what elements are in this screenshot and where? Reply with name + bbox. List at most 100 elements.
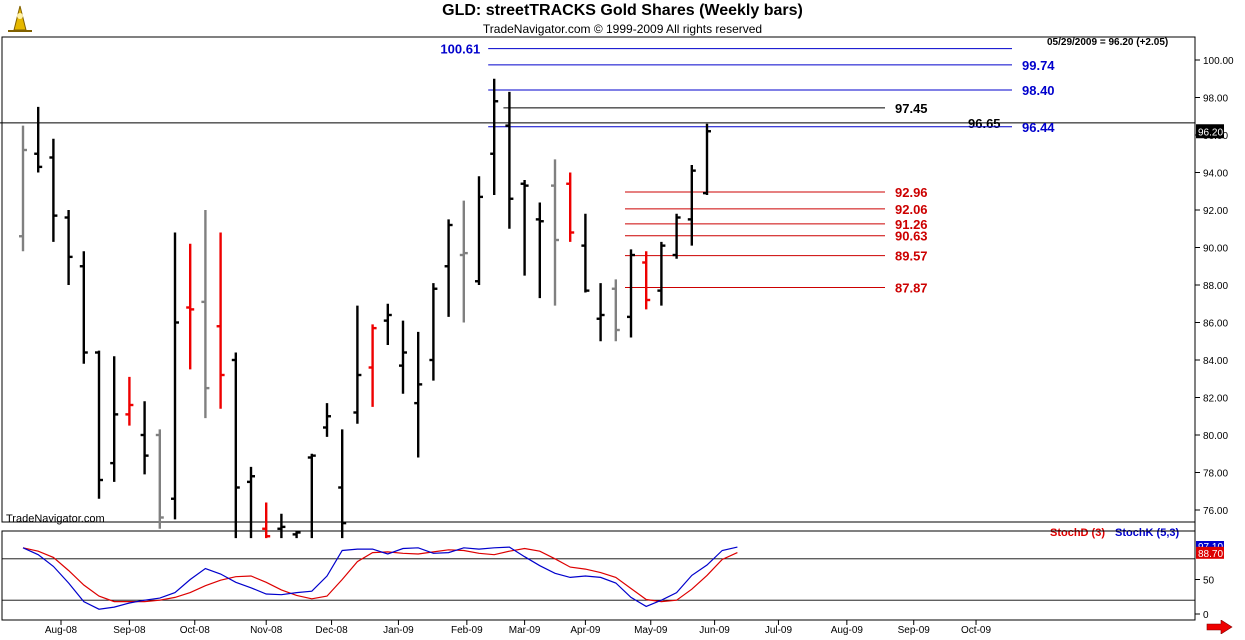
- price-bar: [201, 210, 210, 419]
- y-tick-label: 90.00: [1203, 244, 1228, 255]
- stochk-line: [22, 546, 738, 610]
- y-tick-label: 88.00: [1203, 281, 1228, 292]
- legend-stochd: StochD (3): [1050, 527, 1105, 539]
- price-bar: [95, 350, 103, 499]
- y-tick-label: 98.00: [1203, 94, 1228, 105]
- stoch-y-tick-label: 50: [1203, 576, 1215, 587]
- price-bar: [277, 513, 286, 539]
- price-bar: [581, 213, 590, 293]
- y-tick-label: 92.00: [1203, 206, 1228, 217]
- x-tick-label: Mar-09: [509, 625, 541, 636]
- last-price-box: [1196, 124, 1224, 139]
- level-label: 98.40: [1022, 83, 1055, 98]
- level-label: 91.26: [895, 217, 928, 232]
- x-tick-label: Aug-09: [831, 625, 864, 636]
- stochd-value-label: 88.70: [1198, 549, 1223, 560]
- price-panel-frame: [1, 36, 1196, 523]
- price-bar: [247, 466, 255, 539]
- y-tick-label: 78.00: [1203, 469, 1228, 480]
- y-tick-label: 76.00: [1203, 506, 1228, 517]
- y-tick-label: 80.00: [1203, 431, 1228, 442]
- price-bar: [475, 176, 483, 285]
- y-tick-label: 86.00: [1203, 319, 1228, 330]
- level-label: 89.57: [895, 249, 928, 264]
- price-bar: [19, 125, 27, 252]
- y-tick-label: 94.00: [1203, 169, 1228, 180]
- level-label: 92.96: [895, 185, 928, 200]
- price-bar: [353, 305, 362, 424]
- price-bar: [216, 232, 225, 409]
- price-bar: [444, 219, 453, 317]
- price-bar: [383, 303, 392, 345]
- price-bar: [627, 249, 635, 338]
- price-bar: [186, 243, 195, 370]
- price-bar: [642, 251, 651, 310]
- x-tick-label: Apr-09: [570, 625, 600, 636]
- x-tick-label: Aug-08: [45, 625, 78, 636]
- level-label: 90.63: [895, 229, 928, 244]
- x-tick-label: Oct-08: [180, 625, 210, 636]
- price-bar: [399, 320, 407, 394]
- x-tick-label: Jul-09: [765, 625, 793, 636]
- price-bar: [64, 210, 73, 285]
- price-bar: [307, 453, 316, 539]
- price-bar: [155, 429, 164, 529]
- x-tick-label: Jun-09: [699, 625, 730, 636]
- price-bar: [459, 200, 468, 323]
- price-bar: [49, 138, 58, 242]
- stochastic-panel-frame: [1, 530, 1196, 621]
- x-tick-label: Sep-08: [113, 625, 146, 636]
- level-label: 100.61: [440, 42, 480, 57]
- y-tick-label: 100.00: [1203, 56, 1234, 67]
- x-tick-label: Dec-08: [315, 625, 348, 636]
- price-bar: [566, 172, 575, 242]
- scroll-right-arrow-icon[interactable]: [1205, 620, 1233, 634]
- chart-subtitle: TradeNavigator.com © 1999-2009 All right…: [482, 22, 763, 36]
- level-label: 96.65: [968, 116, 1001, 131]
- price-bar: [535, 202, 544, 299]
- level-label: 97.45: [895, 101, 928, 116]
- price-bar: [687, 165, 696, 246]
- x-tick-label: Oct-09: [961, 625, 991, 636]
- price-bar: [520, 180, 529, 276]
- last-price-label: 96.20: [1198, 127, 1223, 138]
- price-bar: [429, 283, 438, 381]
- stochd-value-box: [1196, 546, 1224, 559]
- price-bar: [368, 324, 377, 407]
- stoch-y-tick-label: 0: [1203, 610, 1209, 621]
- level-label: 87.87: [895, 280, 928, 295]
- price-bar: [338, 429, 347, 539]
- trade-navigator-logo-icon: [8, 5, 32, 32]
- price-bar: [414, 331, 423, 458]
- price-bar: [171, 232, 179, 520]
- price-bar: [34, 106, 43, 173]
- price-bar: [323, 403, 331, 437]
- level-label: 92.06: [895, 202, 928, 217]
- level-label: 99.74: [1022, 58, 1055, 73]
- level-label: 96.44: [1022, 120, 1055, 135]
- price-bar: [292, 530, 301, 539]
- x-tick-label: Nov-08: [250, 625, 283, 636]
- price-bar: [505, 91, 514, 229]
- price-bar: [672, 213, 681, 259]
- price-bar: [490, 78, 499, 195]
- price-readout: 05/29/2009 = 96.20 (+2.05): [1047, 37, 1169, 48]
- x-tick-label: Sep-09: [898, 625, 931, 636]
- chart-title: GLD: streetTRACKS Gold Shares (Weekly ba…: [442, 2, 803, 19]
- x-tick-label: Feb-09: [451, 625, 483, 636]
- stochk-value-box: [1196, 541, 1224, 553]
- price-bar: [79, 251, 88, 364]
- price-bar: [110, 356, 119, 482]
- price-bar: [140, 401, 149, 475]
- price-bar: [703, 123, 711, 195]
- x-tick-label: May-09: [634, 625, 668, 636]
- price-bar: [657, 241, 666, 306]
- price-bar: [125, 376, 134, 426]
- price-bar: [596, 283, 605, 342]
- price-bar: [262, 502, 271, 539]
- stochd-line: [22, 547, 738, 603]
- price-bar: [611, 279, 620, 342]
- price-bar: [231, 352, 240, 539]
- legend-stochk: StochK (5,3): [1115, 527, 1180, 539]
